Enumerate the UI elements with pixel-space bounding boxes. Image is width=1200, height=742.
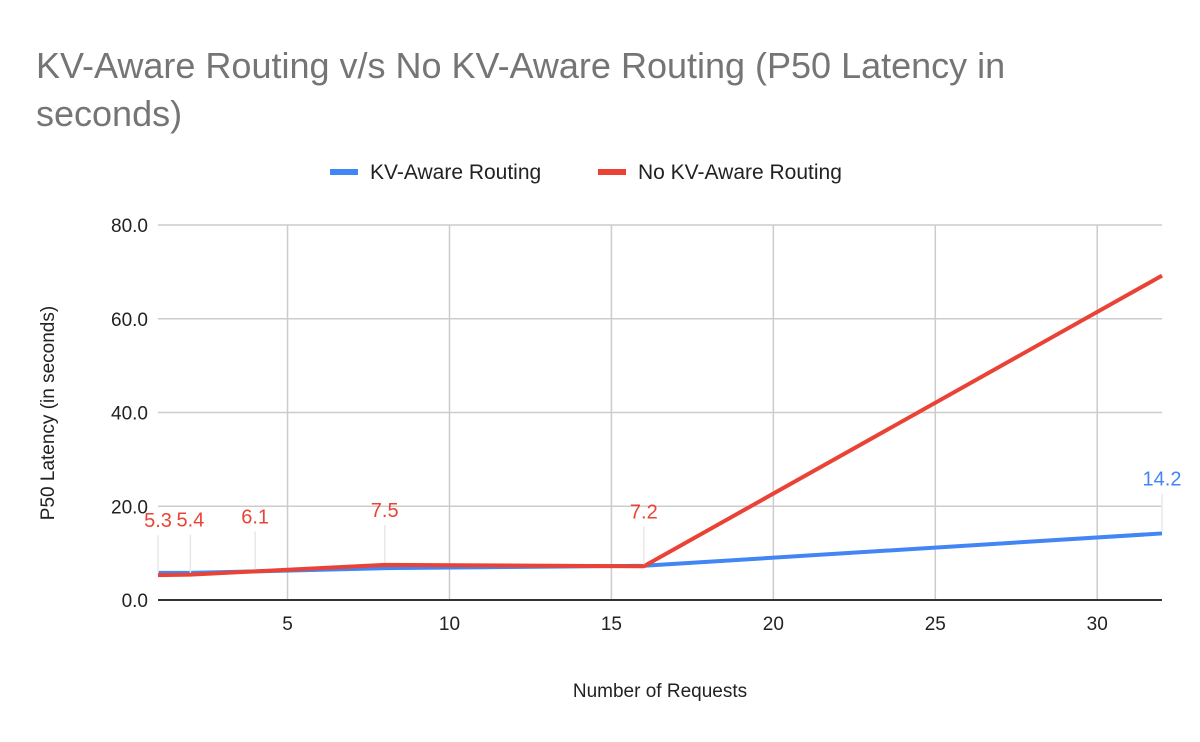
data-label: 7.2 bbox=[630, 501, 658, 523]
data-label: 5.3 bbox=[144, 510, 172, 532]
x-tick-label: 5 bbox=[282, 614, 293, 635]
y-tick-label: 80.0 bbox=[111, 216, 148, 237]
data-label: 14.2 bbox=[1143, 468, 1182, 490]
series-line-no-kv-aware bbox=[157, 273, 1163, 578]
y-tick-label: 40.0 bbox=[111, 404, 148, 425]
data-label: 6.1 bbox=[241, 506, 269, 528]
x-tick-label: 25 bbox=[925, 614, 946, 635]
y-axis-title: P50 Latency (in seconds) bbox=[38, 306, 59, 520]
x-tick-label: 10 bbox=[439, 614, 460, 635]
x-axis-title: Number of Requests bbox=[573, 681, 747, 702]
y-tick-label: 20.0 bbox=[111, 497, 148, 518]
legend-label: No KV-Aware Routing bbox=[638, 161, 842, 184]
legend-label: KV-Aware Routing bbox=[370, 161, 541, 184]
y-tick-label: 60.0 bbox=[111, 310, 148, 331]
x-tick-label: 20 bbox=[763, 614, 784, 635]
chart-title: KV-Aware Routing v/s No KV-Aware Routing… bbox=[36, 45, 1006, 134]
data-label: 5.4 bbox=[176, 510, 204, 532]
x-tick-label: 30 bbox=[1087, 614, 1108, 635]
y-tick-label: 0.0 bbox=[122, 591, 148, 612]
data-label: 7.5 bbox=[371, 500, 399, 522]
x-tick-label: 15 bbox=[601, 614, 622, 635]
